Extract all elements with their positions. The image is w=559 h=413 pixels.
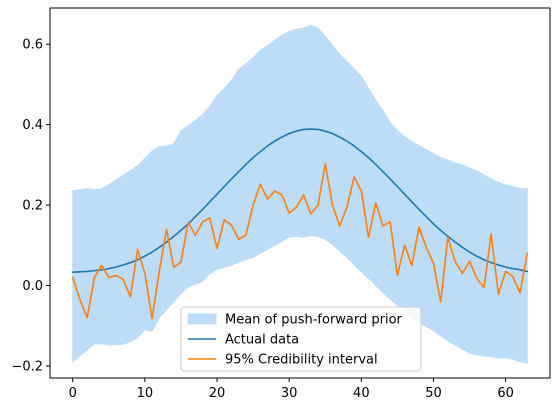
x-tick-label: 0: [69, 386, 77, 401]
y-tick-label: −0.2: [11, 359, 43, 374]
series-line-95-credibility-interval: [71, 163, 529, 320]
legend-label-95-credibility-interval: 95% Credibility interval: [225, 353, 378, 368]
x-tick-label: 40: [353, 386, 370, 401]
x-tick-label: 20: [209, 386, 226, 401]
legend-box: [180, 306, 422, 372]
series-line-layer: [71, 128, 529, 320]
y-axis: −0.2 0.0 0.2 0.4 0.6: [11, 38, 50, 374]
legend-swatch-mean-of-push-forward-prior: [187, 313, 217, 325]
y-tick-label: 0.0: [22, 279, 43, 294]
credibility-band-layer: [72, 24, 528, 364]
x-tick-label: 50: [425, 386, 442, 401]
x-axis: 0 10 20 30 40 50 60: [69, 378, 514, 401]
credibility-band-area: [72, 24, 528, 364]
x-tick-label: 10: [137, 386, 154, 401]
legend: Mean of push-forward prior Actual data 95%…: [180, 306, 422, 372]
legend-label-mean-of-push-forward-prior: Mean of push-forward prior: [225, 313, 403, 328]
legend-label-actual-data: Actual data: [225, 333, 299, 348]
plot-area: [49, 7, 551, 379]
x-tick-label: 60: [497, 386, 514, 401]
plot-frame: [49, 7, 551, 379]
x-tick-label: 30: [281, 386, 298, 401]
series-line-actual-data: [71, 128, 529, 274]
y-tick-label: 0.6: [22, 38, 43, 53]
y-tick-label: 0.4: [22, 118, 43, 133]
y-tick-label: 0.2: [22, 199, 43, 214]
